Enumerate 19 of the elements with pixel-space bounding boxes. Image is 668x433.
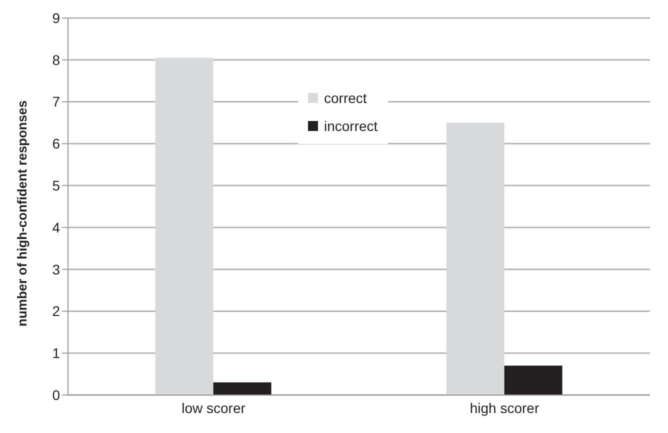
y-tick-label: 1 bbox=[52, 345, 60, 362]
y-tick-label: 3 bbox=[52, 261, 60, 278]
legend-label: correct bbox=[324, 90, 367, 106]
y-tick-label: 5 bbox=[52, 178, 60, 194]
y-tick-label: 9 bbox=[52, 10, 60, 26]
y-tick-label: 6 bbox=[52, 136, 60, 152]
bar bbox=[504, 366, 562, 395]
y-tick-label: 2 bbox=[52, 303, 60, 320]
x-tick-label: high scorer bbox=[470, 400, 540, 416]
x-tick-label: low scorer bbox=[182, 400, 246, 416]
y-tick-label: 7 bbox=[52, 94, 60, 110]
y-tick-label: 0 bbox=[52, 386, 60, 403]
y-tick-label: 8 bbox=[52, 52, 60, 68]
legend-label: incorrect bbox=[324, 118, 378, 134]
bar bbox=[155, 58, 214, 395]
bar bbox=[446, 122, 504, 395]
y-tick-label: 4 bbox=[52, 219, 60, 236]
bar bbox=[213, 382, 272, 395]
y-axis-title: number of high-confident responses bbox=[14, 100, 30, 326]
